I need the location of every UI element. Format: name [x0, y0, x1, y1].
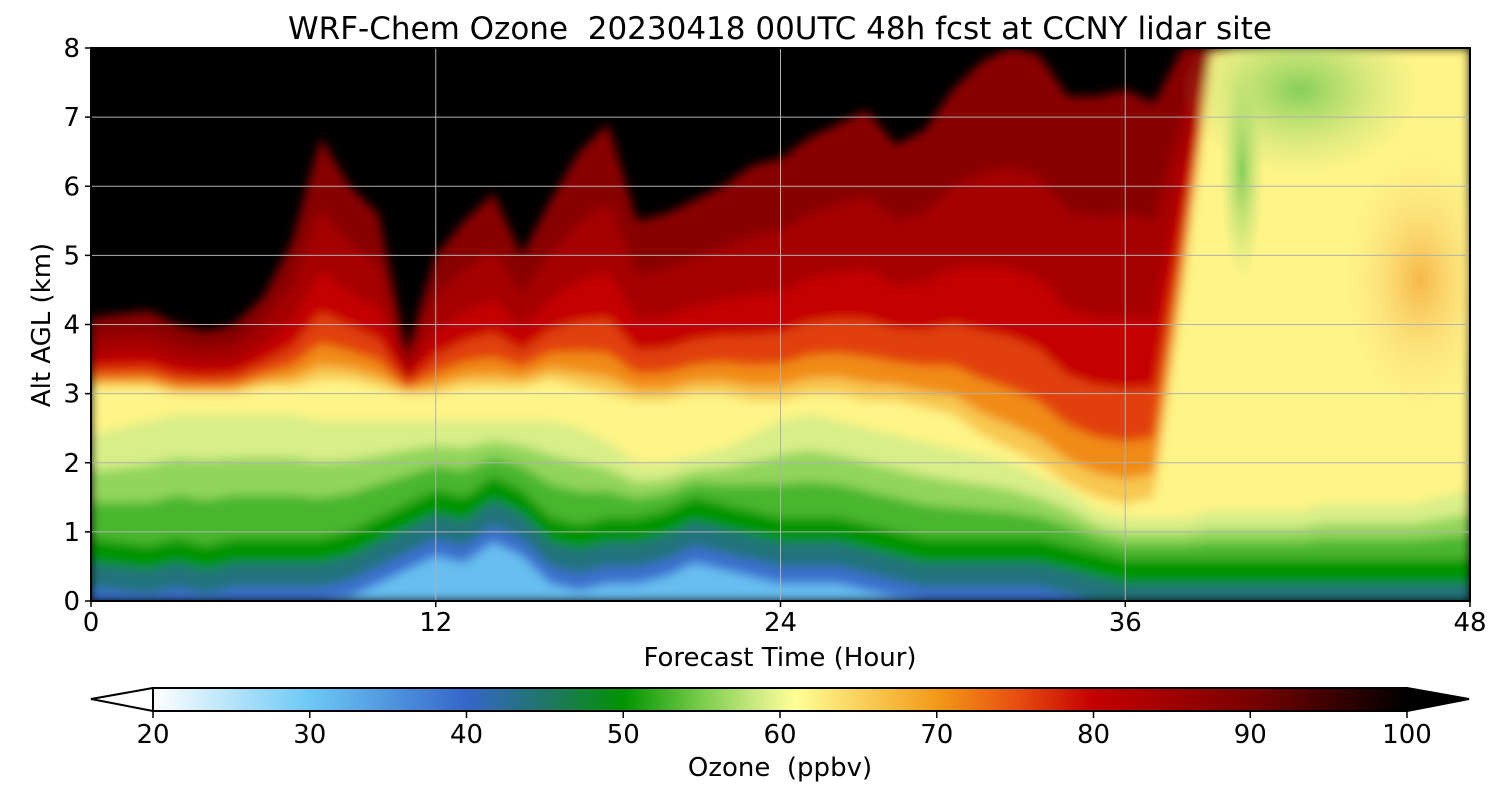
plot-area [91, 48, 1470, 601]
colorbar-tick-label: 60 [763, 720, 796, 750]
y-tick-label: 5 [63, 241, 80, 271]
x-tick-label: 12 [419, 608, 452, 638]
colorbar-tick-label: 100 [1382, 720, 1432, 750]
y-tick-label: 7 [63, 103, 80, 133]
upper-orange-patch [1345, 150, 1470, 410]
y-tick-label: 4 [63, 311, 80, 341]
x-axis-label: Forecast Time (Hour) [643, 643, 916, 673]
x-tick-label: 48 [1453, 608, 1486, 638]
y-tick-label: 6 [63, 172, 80, 202]
y-tick-label: 1 [63, 518, 80, 548]
colorbar-tick-label: 20 [136, 720, 169, 750]
colorbar-label: Ozone (ppbv) [688, 753, 872, 783]
colorbar-tick-label: 30 [293, 720, 326, 750]
y-tick-label: 2 [63, 449, 80, 479]
colorbar-body [153, 688, 1407, 711]
y-tick-label: 0 [63, 587, 80, 617]
upper-ozone-patches [1180, 48, 1470, 410]
colorbar-ticks: 20 30 40 50 60 70 80 90 100 [136, 711, 1432, 750]
x-tick-label: 0 [83, 608, 100, 638]
colorbar-tick-label: 70 [920, 720, 953, 750]
x-tick-label: 36 [1109, 608, 1142, 638]
colorbar-extend-low [90, 686, 154, 713]
colorbar-tick-label: 90 [1234, 720, 1267, 750]
chart-title: WRF-Chem Ozone 20230418 00UTC 48h fcst a… [288, 11, 1272, 47]
y-axis-label: Alt AGL (km) [27, 243, 57, 407]
colorbar: 20 30 40 50 60 70 80 90 100 Ozone (ppbv) [90, 686, 1470, 783]
colorbar-tick-label: 50 [607, 720, 640, 750]
colorbar-tick-label: 80 [1077, 720, 1110, 750]
upper-green-column [1220, 60, 1264, 280]
colorbar-tick-label: 40 [450, 720, 483, 750]
y-tick-label: 3 [63, 380, 80, 410]
x-tick-label: 24 [764, 608, 797, 638]
grid-lines [91, 48, 1470, 601]
x-axis-ticks: 0 12 24 36 48 [83, 601, 1487, 638]
y-axis-ticks: 0 1 2 3 4 5 6 7 8 [63, 34, 91, 617]
colorbar-extend-high [1406, 686, 1470, 713]
y-tick-label: 8 [63, 34, 80, 64]
